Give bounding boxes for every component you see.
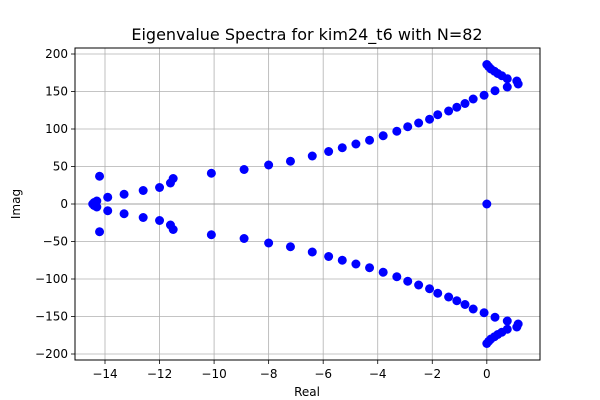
y-axis-ticks: −200 −150 −100 −50 0 50 100 150 200 bbox=[35, 47, 75, 361]
eigenvalue-point bbox=[490, 312, 500, 322]
chart-title: Eigenvalue Spectra for kim24_t6 with N=8… bbox=[131, 25, 482, 45]
eigenvalue-point bbox=[479, 90, 489, 100]
eigenvalue-point bbox=[490, 86, 500, 96]
eigenvalue-point bbox=[264, 160, 274, 170]
eigenvalue-point bbox=[414, 280, 424, 290]
eigenvalue-point bbox=[460, 300, 470, 309]
eigenvalue-point bbox=[452, 102, 462, 112]
eigenvalue-point bbox=[444, 106, 454, 116]
eigenvalue-point bbox=[444, 292, 454, 302]
eigenvalue-point bbox=[103, 206, 113, 216]
eigenvalue-point bbox=[512, 322, 522, 332]
x-tick-label: 0 bbox=[483, 367, 491, 381]
eigenvalue-point bbox=[119, 189, 129, 199]
eigenvalue-point bbox=[324, 147, 334, 156]
eigenvalue-point bbox=[324, 252, 334, 261]
eigenvalue-point bbox=[414, 118, 424, 128]
x-tick-label: −2 bbox=[423, 367, 441, 381]
eigenvalue-point bbox=[239, 234, 249, 243]
data-points bbox=[88, 60, 523, 348]
eigenvalue-point bbox=[502, 82, 512, 92]
eigenvalue-point bbox=[460, 99, 470, 108]
y-tick-label: 100 bbox=[45, 122, 68, 136]
eigenvalue-point bbox=[119, 209, 129, 219]
eigenvalue-point bbox=[378, 267, 388, 277]
y-tick-label: 150 bbox=[45, 85, 68, 99]
eigenvalue-point bbox=[403, 276, 413, 286]
y-tick-label: 200 bbox=[45, 47, 68, 61]
y-tick-label: −150 bbox=[35, 310, 68, 324]
eigenvalue-point bbox=[239, 165, 249, 174]
eigenvalue-point bbox=[351, 139, 361, 149]
eigenvalue-point bbox=[285, 242, 295, 252]
eigenvalue-point bbox=[392, 126, 402, 136]
eigenvalue-point bbox=[482, 60, 492, 69]
eigenvalue-point bbox=[452, 296, 462, 306]
eigenvalue-point bbox=[337, 255, 347, 265]
eigenvalue-point bbox=[168, 225, 178, 234]
x-tick-label: −8 bbox=[260, 367, 278, 381]
eigenvalue-point bbox=[433, 110, 443, 120]
eigenvalue-point bbox=[378, 131, 388, 141]
x-tick-label: −12 bbox=[147, 367, 172, 381]
eigenvalue-point bbox=[425, 114, 435, 124]
x-tick-label: −10 bbox=[201, 367, 226, 381]
eigenvalue-point bbox=[206, 230, 216, 240]
eigenvalue-point bbox=[307, 151, 317, 161]
eigenvalue-point bbox=[512, 76, 522, 86]
eigenvalue-point bbox=[206, 168, 216, 178]
y-axis-label: Imag bbox=[9, 189, 23, 219]
y-tick-label: 50 bbox=[53, 160, 68, 174]
eigenvalue-point bbox=[285, 156, 295, 166]
eigenvalue-point bbox=[482, 199, 492, 209]
x-axis-ticks: −14 −12 −10 −8 −6 −4 −2 0 bbox=[92, 360, 491, 381]
eigenvalue-point bbox=[103, 192, 113, 202]
eigenvalue-point bbox=[138, 186, 148, 195]
eigenvalue-point bbox=[425, 284, 435, 294]
y-tick-label: 0 bbox=[60, 197, 68, 211]
eigenvalue-point bbox=[403, 122, 413, 132]
eigenvalue-point bbox=[365, 263, 375, 273]
x-tick-label: −6 bbox=[314, 367, 332, 381]
eigenvalue-point bbox=[365, 135, 375, 145]
x-tick-label: −14 bbox=[92, 367, 117, 381]
eigenvalue-point bbox=[468, 304, 478, 314]
y-tick-label: −200 bbox=[35, 347, 68, 361]
eigenvalue-point bbox=[92, 202, 102, 212]
x-tick-label: −4 bbox=[369, 367, 387, 381]
eigenvalue-point bbox=[95, 171, 105, 181]
eigenvalue-point bbox=[482, 339, 492, 348]
y-tick-label: −50 bbox=[43, 235, 68, 249]
y-tick-label: −100 bbox=[35, 272, 68, 286]
eigenvalue-point bbox=[168, 174, 178, 183]
eigenvalue-point bbox=[433, 288, 443, 298]
eigenvalue-point bbox=[479, 308, 489, 318]
eigenvalue-point bbox=[392, 272, 402, 282]
x-axis-label: Real bbox=[294, 385, 320, 399]
eigenvalue-point bbox=[155, 216, 165, 225]
eigenvalue-point bbox=[351, 259, 361, 269]
eigenvalue-point bbox=[155, 183, 165, 192]
eigenvalue-point bbox=[95, 227, 105, 237]
eigenvalue-point bbox=[307, 247, 317, 257]
eigenvalue-point bbox=[337, 143, 347, 153]
eigenvalue-point bbox=[468, 94, 478, 104]
eigenvalue-point bbox=[138, 213, 148, 222]
eigenvalue-point bbox=[502, 316, 512, 326]
eigenvalue-point bbox=[264, 238, 274, 248]
